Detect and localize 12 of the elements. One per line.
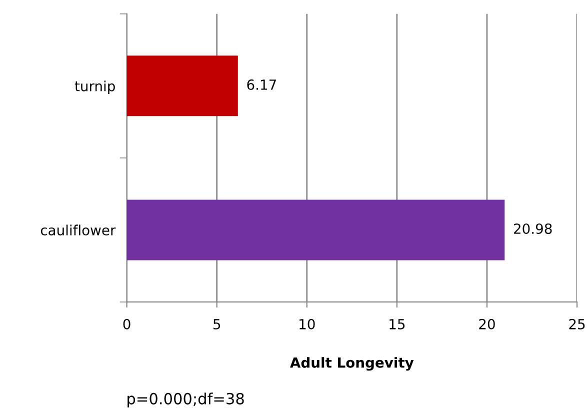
x-tick-label: 5 (213, 319, 220, 330)
y-tick-label: turnip (74, 80, 115, 94)
x-tick-label: 10 (300, 318, 315, 330)
x-tick-label: 20 (479, 318, 495, 330)
x-tick-label: 15 (390, 319, 405, 330)
data-label: 6.17 (247, 79, 276, 90)
x-tick-label: 25 (569, 318, 585, 330)
data-label: 20.98 (514, 223, 552, 234)
x-tick-label: 0 (123, 318, 130, 330)
y-tick-label: cauliflower (40, 224, 116, 236)
x-axis-title: Adult Longevity (290, 357, 414, 371)
text: p=0.000;df=38 (128, 392, 244, 408)
